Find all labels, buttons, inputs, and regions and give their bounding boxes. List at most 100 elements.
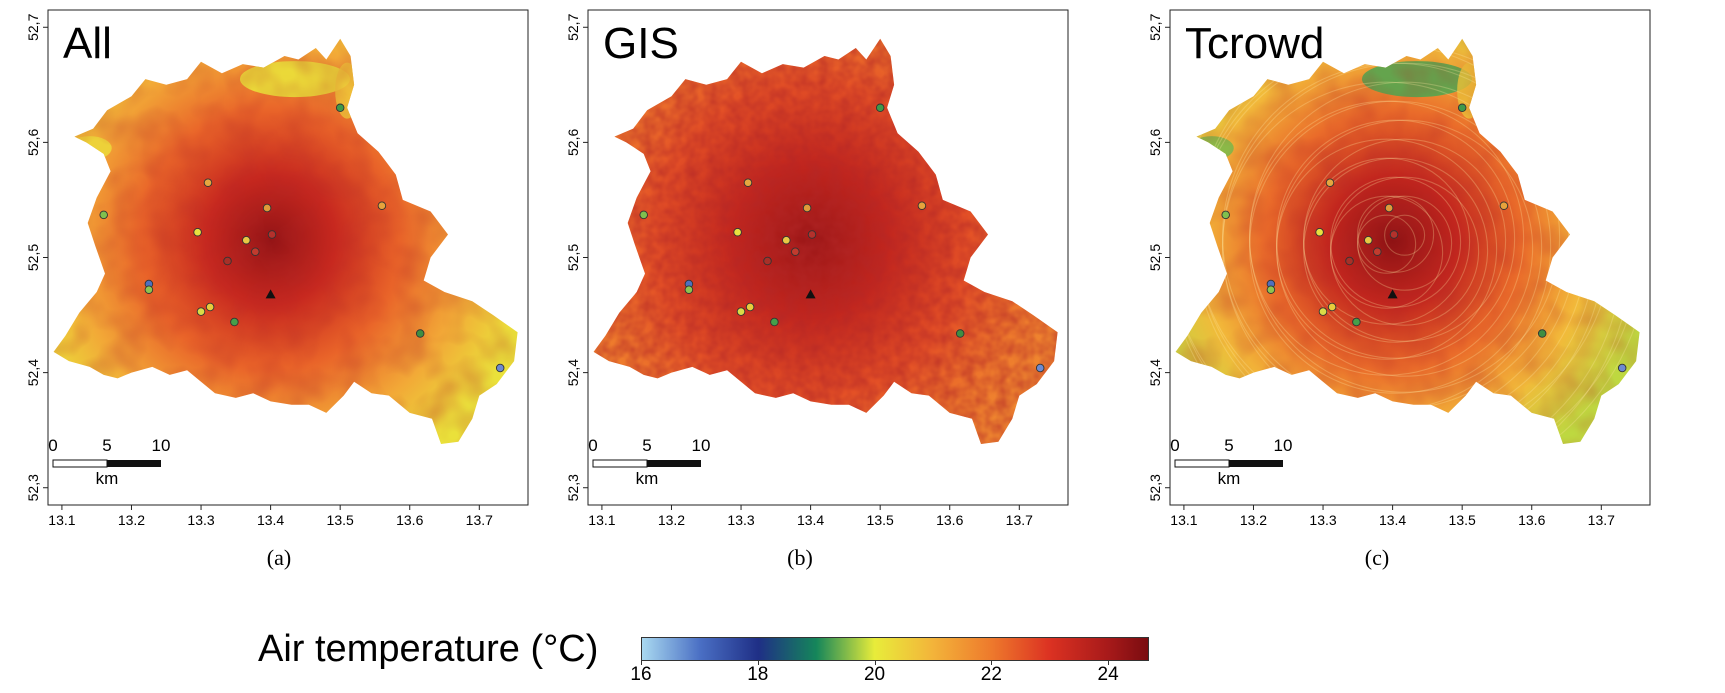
- station-marker: [763, 256, 772, 266]
- panel-title: GIS: [603, 19, 679, 68]
- scalebar-black: [1229, 460, 1283, 467]
- scalebar-label: 0: [1170, 436, 1179, 455]
- station-marker: [733, 227, 742, 237]
- station-marker: [684, 285, 694, 294]
- scalebar-label: 0: [588, 436, 597, 455]
- x-tick-label: 13.2: [118, 512, 145, 528]
- map-plot: 13.1 13.2 13.3 13.4 13.5 13.6 13.7 52,3 52,4 52,5…: [1147, 9, 1651, 528]
- station-marker: [1318, 307, 1328, 316]
- x-tick-label: 13.4: [1379, 512, 1406, 528]
- map-panel-tcrowd: 13.1 13.2 13.3 13.4 13.5 13.6 13.7 52,3 52,4 52,5…: [1147, 0, 1725, 640]
- station-marker: [1384, 203, 1394, 213]
- y-tick-label: 52,3: [25, 474, 41, 501]
- station-marker: [1499, 201, 1509, 210]
- y-tick-label: 52,7: [565, 13, 581, 40]
- y-tick-label: 52,7: [25, 13, 41, 40]
- station-marker: [144, 285, 154, 294]
- scalebar-label: 5: [102, 436, 111, 455]
- station-marker: [1345, 256, 1354, 266]
- reference-triangle-marker: [265, 289, 276, 299]
- station-marker: [205, 302, 215, 312]
- colorbar-tick-mark: [1108, 661, 1110, 665]
- x-tick-label: 13.5: [327, 512, 354, 528]
- map-panel-gis: 13.1 13.2 13.3 13.4 13.5 13.6 13.7 52,3 52,4 52,5…: [565, 0, 1150, 640]
- map-plot: 13.1 13.2 13.3 13.4 13.5 13.6 13.7 52,3 52,4 52,5…: [25, 9, 529, 528]
- station-marker: [791, 247, 800, 256]
- panel-title: All: [63, 19, 112, 68]
- legend-title: Air temperature (°C): [258, 628, 599, 670]
- station-marker: [1327, 302, 1337, 312]
- station-marker: [1537, 329, 1547, 338]
- station-marker: [770, 317, 779, 327]
- map-panel-all: 13.1 13.2 13.3 13.4 13.5 13.6 13.7 52,3 52,4 52,5…: [0, 0, 575, 640]
- x-tick-label: 13.4: [257, 512, 284, 528]
- station-marker: [782, 235, 791, 245]
- x-tick-label: 13.4: [797, 512, 824, 528]
- scalebar-label: 5: [642, 436, 651, 455]
- colorbar-tick-label: 18: [747, 664, 769, 685]
- x-tick-label: 13.3: [187, 512, 214, 528]
- station-marker: [223, 256, 232, 266]
- scalebar-unit: km: [1218, 469, 1241, 488]
- station-marker: [495, 363, 505, 373]
- scalebar-white: [592, 459, 648, 468]
- scalebar-unit: km: [636, 469, 659, 488]
- colorbar-tick-mark: [757, 661, 759, 665]
- station-marker: [196, 307, 206, 316]
- y-tick-label: 52,4: [565, 359, 581, 386]
- station-marker: [955, 329, 965, 338]
- station-marker: [736, 307, 746, 316]
- colorbar-tick-mark: [641, 661, 642, 665]
- scalebar-label: 10: [692, 436, 711, 455]
- station-marker: [415, 329, 425, 338]
- station-marker: [1373, 247, 1382, 256]
- x-tick-label: 13.1: [1170, 512, 1197, 528]
- map-plot: 13.1 13.2 13.3 13.4 13.5 13.6 13.7 52,3 52,4 52,5…: [565, 9, 1069, 528]
- y-tick-label: 52,6: [1147, 129, 1163, 156]
- x-tick-label: 13.7: [1006, 512, 1033, 528]
- y-tick-label: 52,4: [1147, 359, 1163, 386]
- scalebar-label: 0: [48, 436, 57, 455]
- station-marker: [1352, 317, 1361, 327]
- reference-triangle-marker: [1387, 289, 1398, 299]
- colorbar-tick-mark: [991, 661, 993, 665]
- x-tick-label: 13.5: [867, 512, 894, 528]
- station-marker: [1457, 103, 1467, 113]
- station-marker: [251, 247, 260, 256]
- scalebar-white: [52, 459, 108, 468]
- colorbar-ticks: 16 18 20 22 24: [630, 664, 1149, 690]
- colorbar-tick-mark: [874, 661, 876, 665]
- station-marker: [745, 302, 755, 312]
- x-tick-label: 13.1: [48, 512, 75, 528]
- station-marker: [807, 230, 817, 239]
- y-tick-label: 52,6: [25, 129, 41, 156]
- scalebar-label: 5: [1224, 436, 1233, 455]
- station-marker: [1364, 235, 1373, 245]
- station-marker: [802, 203, 812, 213]
- scalebar-white: [1174, 459, 1230, 468]
- station-marker: [1389, 230, 1399, 239]
- panel-sublabel: (a): [266, 545, 292, 570]
- station-marker: [230, 317, 239, 327]
- x-tick-label: 13.1: [588, 512, 615, 528]
- y-tick-label: 52,3: [1147, 474, 1163, 501]
- station-marker: [743, 178, 753, 187]
- station-marker: [335, 103, 345, 113]
- panel-title: Tcrowd: [1185, 19, 1324, 68]
- x-tick-label: 13.6: [396, 512, 423, 528]
- x-tick-label: 13.3: [727, 512, 754, 528]
- scalebar-black: [647, 460, 701, 467]
- y-tick-label: 52,5: [565, 244, 581, 271]
- reference-triangle-marker: [805, 289, 816, 299]
- panel-sublabel: (c): [1364, 545, 1390, 570]
- y-tick-label: 52,7: [1147, 13, 1163, 40]
- colorbar: [641, 637, 1149, 661]
- station-marker: [1617, 363, 1627, 373]
- station-marker: [203, 178, 213, 187]
- y-tick-label: 52,5: [1147, 244, 1163, 271]
- colorbar-tick-label: 16: [630, 664, 652, 685]
- station-marker: [1221, 210, 1230, 220]
- y-tick-label: 52,4: [25, 359, 41, 386]
- colorbar-tick-label: 24: [1097, 664, 1119, 685]
- y-tick-label: 52,5: [25, 244, 41, 271]
